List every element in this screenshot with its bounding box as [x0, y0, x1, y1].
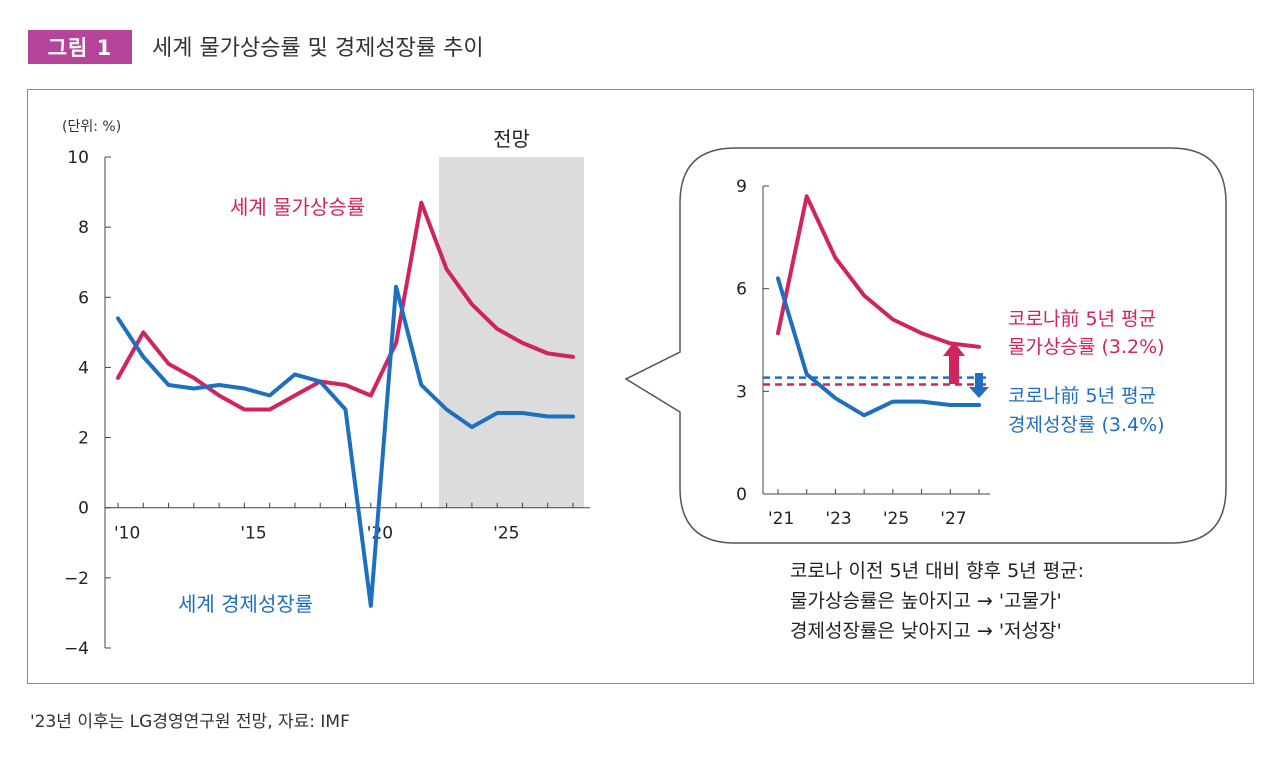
callout-bubble	[624, 147, 1227, 544]
y-tick-label: 8	[78, 218, 89, 238]
inset-x-tick-label: '27	[940, 509, 966, 529]
inset-y-tick-label: 0	[736, 485, 747, 505]
forecast-region	[439, 157, 584, 508]
y-tick-label: 10	[67, 148, 89, 168]
reference-label-inflation-line1: 코로나前 5년 평균	[1008, 308, 1156, 330]
y-tick-label: 2	[78, 429, 89, 449]
summary-text: 코로나 이전 5년 대비 향후 5년 평균: 물가상승률은 높아지고 → '고물…	[790, 556, 1084, 646]
reference-label-growth-line2: 경제성장률 (3.4%)	[1008, 414, 1165, 436]
down-arrow-shaft	[975, 373, 983, 388]
summary-line-2: 물가상승률은 높아지고 → '고물가'	[790, 590, 1062, 612]
down-arrow-head	[969, 387, 989, 398]
inset-x-tick-label: '21	[768, 509, 794, 529]
inset-y-tick-label: 6	[736, 280, 747, 300]
figure-badge: 그림 1	[28, 30, 132, 64]
reference-label-inflation-line2: 물가상승률 (3.2%)	[1008, 336, 1165, 358]
inset-x-tick-label: '23	[825, 509, 851, 529]
footnote: '23년 이후는 LG경영연구원 전망, 자료: IMF	[30, 712, 350, 732]
figure-title: 세계 물가상승률 및 경제성장률 추이	[152, 36, 484, 61]
inset-y-tick-label: 3	[736, 382, 747, 402]
inset-series-line-inflation	[776, 194, 981, 349]
inset-chart: 0 3 6 9 '21 '23 '25 '27 코로나前 5년 평균 물가상승률 (3.2%)…	[736, 177, 1164, 529]
inset-series-line-growth	[776, 276, 981, 418]
y-tick-label: 0	[78, 499, 89, 519]
series-line-growth	[116, 284, 575, 608]
y-tick-label: 4	[78, 358, 89, 378]
series-label-growth: 세계 경제성장률	[178, 592, 313, 616]
forecast-label: 전망	[493, 127, 530, 151]
y-tick-label: −2	[64, 569, 89, 589]
y-tick-label: −4	[64, 639, 89, 659]
summary-line-3: 경제성장률은 낮아지고 → '저성장'	[790, 620, 1062, 642]
series-line-inflation	[116, 200, 575, 412]
up-arrow-head	[943, 342, 965, 356]
up-arrow-shaft	[949, 354, 959, 384]
x-tick-label: '10	[114, 524, 140, 544]
x-tick-label: '15	[240, 524, 266, 544]
unit-label: (단위: %)	[62, 119, 121, 135]
inset-x-tick-label: '25	[883, 509, 909, 529]
y-tick-label: 6	[78, 288, 89, 308]
summary-line-1: 코로나 이전 5년 대비 향후 5년 평균:	[790, 560, 1085, 582]
reference-label-growth-line1: 코로나前 5년 평균	[1008, 385, 1156, 407]
inset-y-tick-label: 9	[736, 177, 747, 197]
x-tick-label: '25	[493, 524, 519, 544]
series-label-inflation: 세계 물가상승률	[230, 195, 365, 219]
chart-panel	[27, 89, 1254, 684]
main-chart: 전망 (단위: %) −4 −2 0 2 4 6 8 10 '10 '15 '20 '25 세계 물가…	[62, 119, 590, 659]
x-tick-label: '20	[367, 524, 393, 544]
